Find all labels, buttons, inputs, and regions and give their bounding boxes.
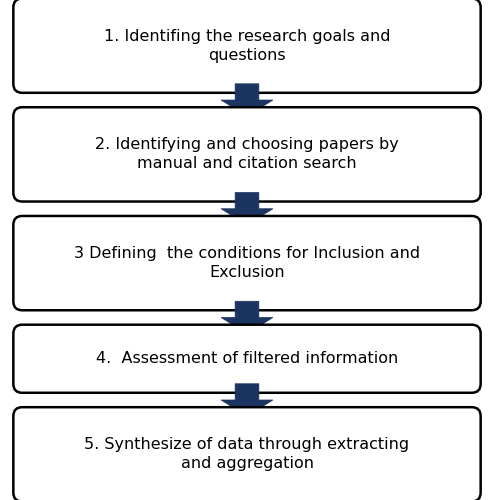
Text: 4.  Assessment of filtered information: 4. Assessment of filtered information	[96, 351, 398, 366]
FancyBboxPatch shape	[13, 0, 481, 93]
Polygon shape	[221, 192, 273, 225]
Text: 5. Synthesize of data through extracting
and aggregation: 5. Synthesize of data through extracting…	[84, 437, 410, 472]
FancyBboxPatch shape	[13, 216, 481, 310]
Text: 1. Identifing the research goals and
questions: 1. Identifing the research goals and que…	[104, 28, 390, 63]
FancyBboxPatch shape	[13, 407, 481, 500]
FancyBboxPatch shape	[13, 107, 481, 202]
Polygon shape	[221, 384, 273, 416]
Text: 2. Identifying and choosing papers by
manual and citation search: 2. Identifying and choosing papers by ma…	[95, 138, 399, 172]
Polygon shape	[221, 84, 273, 116]
FancyBboxPatch shape	[13, 324, 481, 393]
Text: 3 Defining  the conditions for Inclusion and
Exclusion: 3 Defining the conditions for Inclusion …	[74, 246, 420, 280]
Polygon shape	[221, 302, 273, 334]
